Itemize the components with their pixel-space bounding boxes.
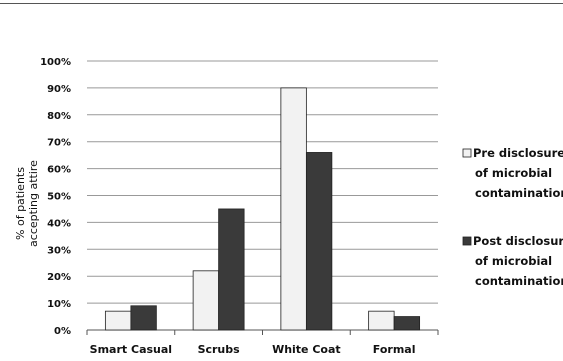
y-tick-label: 40% [47, 218, 71, 229]
y-tick-label: 70% [47, 138, 71, 149]
x-category-label: White Coat [272, 343, 341, 356]
y-tick-label: 30% [47, 245, 71, 256]
y-tick-label: 60% [47, 165, 71, 176]
bar-pre-smart-casual [104, 310, 132, 331]
y-tick-label: 50% [47, 192, 71, 203]
y-tick-label: 10% [47, 299, 71, 310]
y-axis-label: % of patients [14, 167, 27, 240]
bar-post-white-coat [305, 152, 333, 331]
x-category-label: Scrubs [198, 343, 241, 356]
y-tick-label: 0% [54, 326, 71, 337]
legend-label: of microbial [475, 254, 552, 268]
y-tick-label: 90% [47, 84, 71, 95]
bar-pre-formal [368, 310, 395, 331]
y-tick-label: 80% [47, 111, 71, 122]
legend-label: contamination [475, 274, 563, 288]
x-category-label: Formal [373, 343, 416, 356]
legend-swatch-post [462, 236, 472, 246]
bar-pre-scrubs [192, 270, 220, 331]
legend-label: Post disclosure [473, 234, 563, 248]
x-category-label: Smart Casual [90, 343, 172, 356]
bar-post-formal [393, 316, 421, 331]
bar-pre-white-coat [280, 87, 307, 331]
y-tick-label: 100% [40, 57, 71, 68]
legend-label: Pre disclosure [473, 146, 563, 160]
bar-post-scrubs [218, 208, 245, 331]
y-axis-label: accepting attire [27, 160, 40, 247]
y-tick-label: 20% [47, 272, 71, 283]
legend-label: contamination [475, 186, 563, 200]
legend-swatch-pre [462, 148, 472, 158]
bar-post-smart-casual [130, 305, 157, 331]
legend-label: of microbial [475, 166, 552, 180]
